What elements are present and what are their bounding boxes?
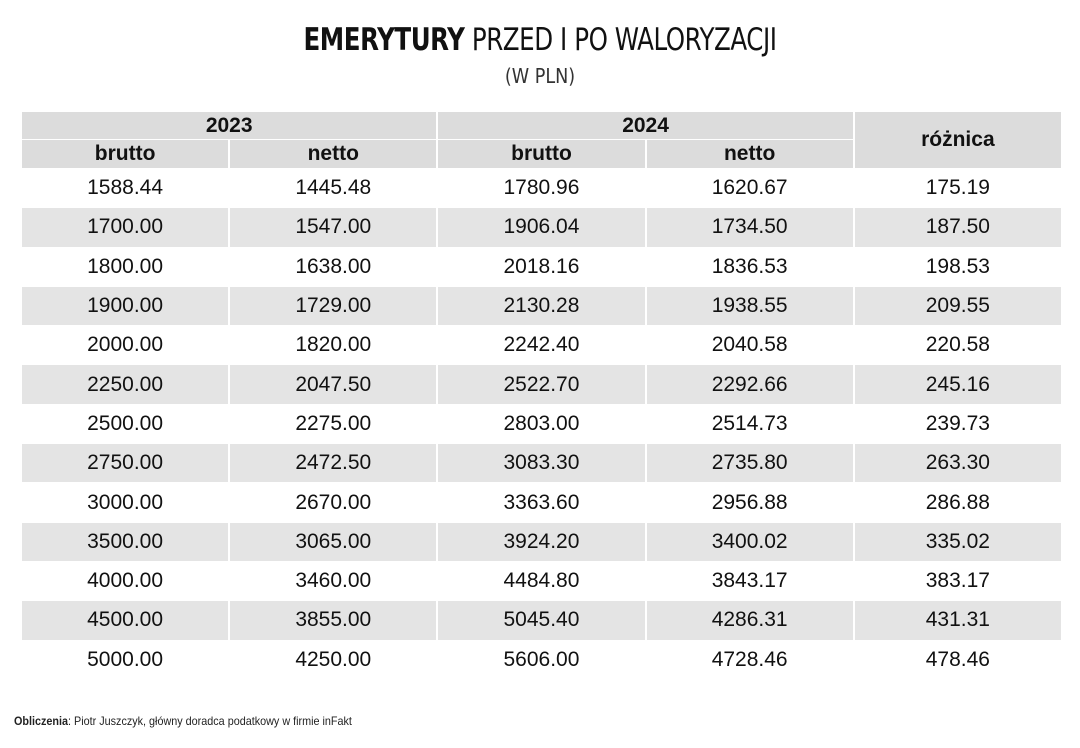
cell-difference: 431.31 (854, 601, 1061, 640)
table-row: 2250.00 2047.50 2522.70 2292.66 245.16 (22, 365, 1061, 404)
cell-brutto-2023: 1588.44 (87, 176, 164, 200)
cell-netto-2024: 2735.80 (646, 444, 853, 483)
cell-difference: 245.16 (854, 365, 1061, 404)
cell-difference: 220.58 (925, 333, 990, 357)
cell-difference: 478.46 (925, 647, 990, 671)
table-row: 1700.00 1547.00 1906.04 1734.50 187.50 (22, 208, 1061, 247)
cell-brutto-2023: 4000.00 (87, 569, 164, 593)
title-bold: EMERYTURY (303, 22, 465, 58)
cell-netto-2023: 1820.00 (295, 333, 372, 357)
cell-brutto-2024: 5606.00 (503, 647, 580, 671)
header-netto-2024: netto (646, 140, 853, 168)
cell-netto-2023: 2472.50 (230, 444, 437, 483)
cell-brutto-2024: 2803.00 (503, 411, 580, 435)
footer-note: Obliczenia: Piotr Juszczyk, główny dorad… (14, 714, 352, 728)
header-2024: 2024 (438, 112, 853, 139)
cell-netto-2024: 4286.31 (646, 601, 853, 640)
cell-netto-2023: 3460.00 (295, 569, 372, 593)
cell-brutto-2024: 2522.70 (438, 365, 645, 404)
cell-netto-2023: 3065.00 (230, 522, 437, 561)
cell-difference: 187.50 (854, 208, 1061, 247)
table-row: 3000.00 2670.00 3363.60 2956.88 286.88 (22, 483, 1061, 521)
header-2023: 2023 (22, 112, 437, 139)
cell-brutto-2024: 1780.96 (503, 176, 580, 200)
cell-difference: 383.17 (925, 569, 990, 593)
table-row: 2750.00 2472.50 3083.30 2735.80 263.30 (22, 444, 1061, 483)
table-row: 1900.00 1729.00 2130.28 1938.55 209.55 (22, 286, 1061, 326)
title-light: PRZED I PO WALORYZACJI (471, 22, 777, 58)
table-row: 3500.00 3065.00 3924.20 3400.02 335.02 (22, 522, 1061, 561)
cell-brutto-2024: 2130.28 (438, 286, 645, 326)
cell-brutto-2024: 3083.30 (438, 444, 645, 483)
cell-brutto-2023: 1800.00 (87, 254, 164, 278)
cell-netto-2024: 2292.66 (646, 365, 853, 404)
cell-netto-2023: 1729.00 (230, 286, 437, 326)
cell-difference: 198.53 (925, 254, 990, 278)
cell-difference: 175.19 (925, 176, 990, 200)
cell-difference: 286.88 (925, 490, 990, 514)
cell-netto-2024: 2956.88 (711, 490, 788, 514)
cell-netto-2024: 1938.55 (646, 286, 853, 326)
subtitle: (W PLN) (504, 64, 576, 88)
cell-netto-2024: 1734.50 (646, 208, 853, 247)
footer-text: : Piotr Juszczyk, główny doradca podatko… (68, 714, 352, 728)
cell-brutto-2024: 3924.20 (438, 522, 645, 561)
cell-netto-2023: 1445.48 (295, 176, 372, 200)
cell-difference: 263.30 (854, 444, 1061, 483)
cell-brutto-2024: 4484.80 (503, 569, 580, 593)
cell-netto-2023: 3855.00 (230, 601, 437, 640)
cell-brutto-2023: 5000.00 (87, 647, 164, 671)
cell-brutto-2023: 2750.00 (22, 444, 229, 483)
header-netto-2023: netto (230, 140, 437, 168)
footer-label: Obliczenia (14, 714, 69, 728)
table-row: 4000.00 3460.00 4484.80 3843.17 383.17 (22, 562, 1061, 600)
cell-netto-2024: 3843.17 (711, 569, 788, 593)
table-row: 2500.00 2275.00 2803.00 2514.73 239.73 (22, 405, 1061, 443)
cell-brutto-2023: 2000.00 (87, 333, 164, 357)
cell-netto-2024: 1836.53 (711, 254, 788, 278)
table-row: 4500.00 3855.00 5045.40 4286.31 431.31 (22, 601, 1061, 640)
cell-brutto-2023: 2500.00 (87, 411, 164, 435)
cell-brutto-2023: 1900.00 (22, 286, 229, 326)
cell-netto-2023: 2670.00 (295, 490, 372, 514)
page-title: EMERYTURY PRZED I PO WALORYZACJI (65, 22, 1015, 58)
header-brutto-2023: brutto (22, 140, 229, 168)
cell-netto-2023: 4250.00 (295, 647, 372, 671)
cell-brutto-2023: 2250.00 (22, 365, 229, 404)
table-row: 1800.00 1638.00 2018.16 1836.53 198.53 (22, 248, 1061, 286)
table-row: 5000.00 4250.00 5606.00 4728.46 478.46 (22, 641, 1061, 679)
cell-brutto-2023: 1700.00 (22, 208, 229, 247)
cell-brutto-2024: 3363.60 (503, 490, 580, 514)
cell-brutto-2024: 2242.40 (503, 333, 580, 357)
cell-difference: 209.55 (854, 286, 1061, 326)
cell-netto-2023: 1638.00 (295, 254, 372, 278)
cell-brutto-2023: 4500.00 (22, 601, 229, 640)
table-row: 2000.00 1820.00 2242.40 2040.58 220.58 (22, 326, 1061, 364)
cell-brutto-2024: 2018.16 (503, 254, 580, 278)
cell-difference: 239.73 (925, 411, 990, 435)
table-row: 1588.44 1445.48 1780.96 1620.67 175.19 (22, 169, 1061, 207)
pension-table: 2023 2024 różnica brutto netto brutto ne… (20, 111, 1063, 680)
cell-netto-2023: 1547.00 (230, 208, 437, 247)
header-difference: różnica (854, 112, 1061, 168)
cell-netto-2023: 2047.50 (230, 365, 437, 404)
cell-netto-2023: 2275.00 (295, 411, 372, 435)
cell-netto-2024: 2514.73 (711, 411, 788, 435)
cell-brutto-2024: 5045.40 (438, 601, 645, 640)
cell-netto-2024: 2040.58 (711, 333, 788, 357)
table-body: 1588.44 1445.48 1780.96 1620.67 175.19 1700.0… (22, 169, 1061, 679)
cell-brutto-2023: 3500.00 (22, 522, 229, 561)
cell-brutto-2024: 1906.04 (438, 208, 645, 247)
cell-netto-2024: 4728.46 (711, 647, 788, 671)
header-brutto-2024: brutto (438, 140, 645, 168)
cell-netto-2024: 3400.02 (646, 522, 853, 561)
cell-difference: 335.02 (854, 522, 1061, 561)
cell-netto-2024: 1620.67 (711, 176, 788, 200)
cell-brutto-2023: 3000.00 (87, 490, 164, 514)
